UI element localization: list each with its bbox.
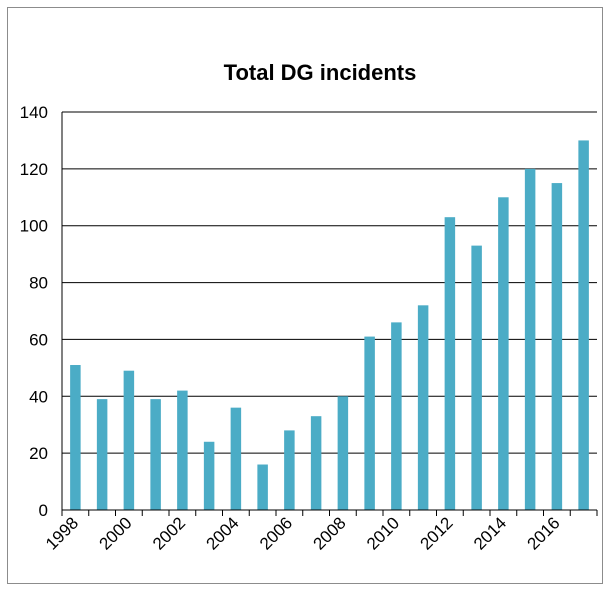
x-tick-label: 2010 (363, 513, 403, 553)
bar-1998 (70, 365, 81, 510)
bar-2015 (524, 168, 536, 510)
bars (70, 140, 589, 511)
x-tick-labels: 1998 2000 2002 2004 2006 2008 2010 2012 2014 2016 (42, 513, 564, 553)
x-tick-label: 2002 (149, 513, 189, 553)
bar-1999 (96, 399, 108, 510)
chart-title: Total DG incidents (224, 60, 417, 85)
bar-2014 (498, 197, 509, 511)
x-tick-label: 2004 (203, 513, 243, 553)
axes (61, 112, 598, 516)
bar-2017 (578, 140, 589, 510)
x-tick-label: 2008 (310, 513, 350, 553)
y-tick-label: 60 (29, 330, 48, 349)
bar-2010 (391, 322, 402, 510)
x-tick-label: 2012 (417, 513, 457, 553)
y-tick-label: 140 (20, 103, 48, 122)
bar-2004 (230, 407, 242, 510)
bar-2013 (471, 245, 482, 510)
bar-2016 (551, 183, 563, 511)
bar-2006 (284, 430, 295, 510)
y-tick-labels: 0 20 40 60 80 100 120 140 (20, 103, 48, 520)
y-tick-label: 120 (20, 160, 48, 179)
bar-2005 (257, 464, 268, 510)
x-tick-label: 2006 (256, 513, 296, 553)
bar-2008 (337, 396, 349, 510)
bar-2011 (417, 305, 429, 510)
bar-2002 (177, 390, 188, 510)
x-tick-label: 1998 (42, 513, 82, 553)
y-tick-label: 100 (20, 217, 48, 236)
x-tick-label: 2016 (524, 513, 564, 553)
gridlines (62, 111, 597, 454)
y-tick-label: 80 (29, 274, 48, 293)
bar-2012 (444, 217, 456, 510)
bar-2000 (123, 370, 135, 510)
y-tick-label: 20 (29, 444, 48, 463)
y-tick-label: 40 (29, 387, 48, 406)
bar-2003 (203, 441, 215, 510)
bar-2001 (150, 399, 161, 510)
bar-2007 (310, 416, 322, 510)
x-tick-label: 2000 (96, 513, 136, 553)
y-tick-label: 0 (39, 501, 48, 520)
x-tick-label: 2014 (470, 513, 510, 553)
bar-2009 (364, 336, 375, 510)
